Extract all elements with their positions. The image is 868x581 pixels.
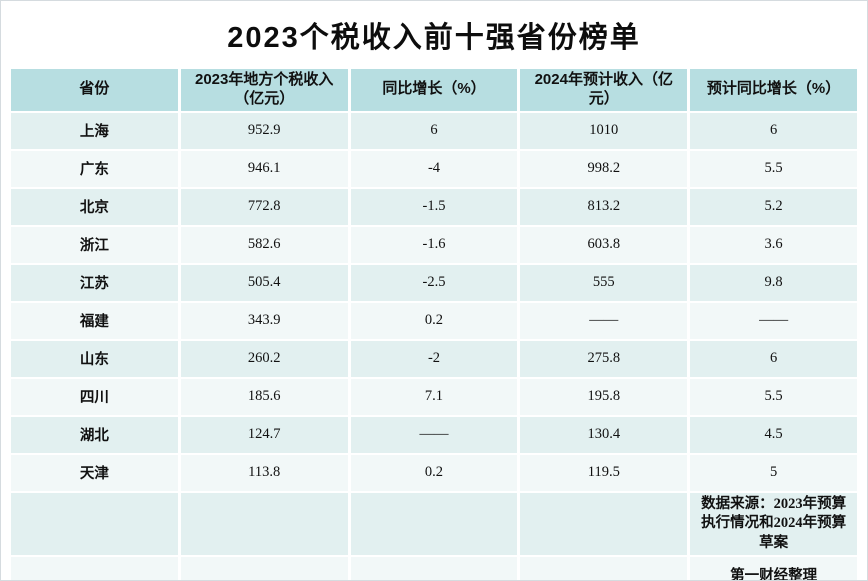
value-cell: 5 [690,454,857,491]
value-cell: 195.8 [520,378,688,415]
data-source-note: 数据来源：2023年预算执行情况和2024年预算草案 [690,492,857,556]
value-cell: 946.1 [180,150,348,187]
value-cell: —— [350,416,518,453]
credit-note: 第一财经整理 [690,557,857,580]
value-cell: -2 [350,340,518,377]
province-cell: 四川 [11,378,178,415]
province-cell: 浙江 [11,226,178,263]
value-cell: 6 [690,112,857,149]
value-cell: —— [520,302,688,339]
value-cell: 0.2 [350,454,518,491]
table-row: 天津 113.8 0.2 119.5 5 [11,454,857,491]
value-cell: -1.5 [350,188,518,225]
value-cell: —— [690,302,857,339]
credit-row: 第一财经整理 [11,557,857,580]
value-cell: 555 [520,264,688,301]
header-cell-forecast-yoy: 预计同比增长（%） [690,69,857,111]
value-cell: -1.6 [350,226,518,263]
value-cell: 9.8 [690,264,857,301]
empty-cell [180,557,348,580]
value-cell: -2.5 [350,264,518,301]
header-cell-income-2023: 2023年地方个税收入（亿元） [180,69,348,111]
value-cell: 813.2 [520,188,688,225]
value-cell: 119.5 [520,454,688,491]
value-cell: 6 [350,112,518,149]
value-cell: 275.8 [520,340,688,377]
value-cell: 3.6 [690,226,857,263]
province-cell: 上海 [11,112,178,149]
value-cell: 0.2 [350,302,518,339]
value-cell: 5.5 [690,150,857,187]
value-cell: 505.4 [180,264,348,301]
value-cell: 1010 [520,112,688,149]
province-cell: 北京 [11,188,178,225]
table-row: 广东 946.1 -4 998.2 5.5 [11,150,857,187]
table-row: 福建 343.9 0.2 —— —— [11,302,857,339]
header-cell-province: 省份 [11,69,178,111]
header-row: 省份 2023年地方个税收入（亿元） 同比增长（%） 2024年预计收入（亿元）… [11,69,857,111]
table-row: 四川 185.6 7.1 195.8 5.5 [11,378,857,415]
empty-cell [520,492,688,556]
header-cell-forecast-2024: 2024年预计收入（亿元） [520,69,688,111]
empty-cell [180,492,348,556]
value-cell: 343.9 [180,302,348,339]
value-cell: 5.2 [690,188,857,225]
tax-ranking-table: 省份 2023年地方个税收入（亿元） 同比增长（%） 2024年预计收入（亿元）… [8,67,860,580]
table-row: 浙江 582.6 -1.6 603.8 3.6 [11,226,857,263]
table-row: 山东 260.2 -2 275.8 6 [11,340,857,377]
province-cell: 山东 [11,340,178,377]
value-cell: 185.6 [180,378,348,415]
value-cell: 130.4 [520,416,688,453]
value-cell: 124.7 [180,416,348,453]
province-cell: 天津 [11,454,178,491]
table-row: 湖北 124.7 —— 130.4 4.5 [11,416,857,453]
value-cell: 4.5 [690,416,857,453]
value-cell: 603.8 [520,226,688,263]
province-cell: 江苏 [11,264,178,301]
empty-cell [350,492,518,556]
province-cell: 湖北 [11,416,178,453]
value-cell: 998.2 [520,150,688,187]
value-cell: -4 [350,150,518,187]
value-cell: 582.6 [180,226,348,263]
province-cell: 福建 [11,302,178,339]
empty-cell [11,557,178,580]
province-cell: 广东 [11,150,178,187]
value-cell: 5.5 [690,378,857,415]
table-row: 北京 772.8 -1.5 813.2 5.2 [11,188,857,225]
table-row: 上海 952.9 6 1010 6 [11,112,857,149]
empty-cell [350,557,518,580]
empty-cell [520,557,688,580]
value-cell: 113.8 [180,454,348,491]
value-cell: 952.9 [180,112,348,149]
page-title: 2023个税收入前十强省份榜单 [227,22,641,54]
empty-cell [11,492,178,556]
source-row: 数据来源：2023年预算执行情况和2024年预算草案 [11,492,857,556]
table-row: 江苏 505.4 -2.5 555 9.8 [11,264,857,301]
value-cell: 6 [690,340,857,377]
value-cell: 772.8 [180,188,348,225]
value-cell: 260.2 [180,340,348,377]
value-cell: 7.1 [350,378,518,415]
header-cell-yoy: 同比增长（%） [350,69,518,111]
